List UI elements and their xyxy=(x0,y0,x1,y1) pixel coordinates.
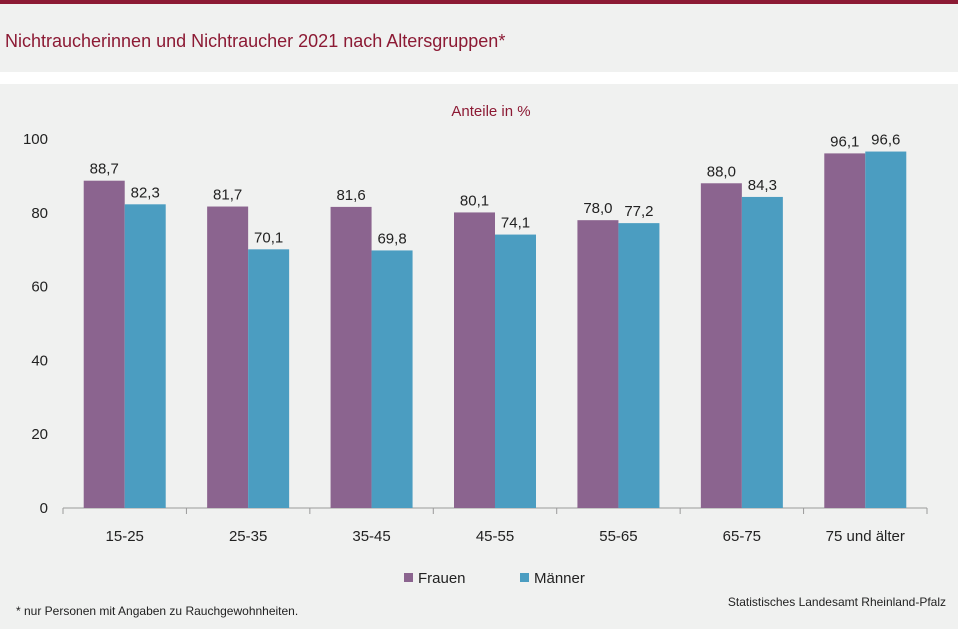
bar-frauen xyxy=(207,206,249,509)
top-accent-bar xyxy=(0,0,958,4)
data-label: 74,1 xyxy=(501,215,530,232)
bar-maenner xyxy=(495,234,536,509)
data-label: 70,1 xyxy=(254,229,283,246)
data-label: 96,6 xyxy=(871,132,900,149)
data-label: 81,6 xyxy=(336,187,365,204)
bar-maenner xyxy=(124,204,166,509)
y-tick-label: 0 xyxy=(40,500,48,517)
legend-swatch-frauen xyxy=(404,573,413,582)
bar-maenner xyxy=(618,223,660,508)
bar-frauen xyxy=(454,212,495,508)
data-label: 81,7 xyxy=(213,187,242,204)
x-tick-label: 55-65 xyxy=(599,528,637,545)
x-tick-label: 25-35 xyxy=(229,528,267,545)
header-separator xyxy=(0,72,958,84)
data-label: 78,0 xyxy=(583,200,612,217)
footnote: * nur Personen mit Angaben zu Rauchgewoh… xyxy=(16,604,298,618)
data-label: 69,8 xyxy=(377,230,406,247)
y-axis: 0 20 40 60 80 100 xyxy=(23,131,48,517)
bar-frauen xyxy=(83,180,125,508)
bar-maenner xyxy=(741,196,783,509)
bar-frauen xyxy=(330,206,372,508)
data-label: 77,2 xyxy=(624,203,653,220)
y-tick-label: 40 xyxy=(31,352,48,369)
title-area: Nichtraucherinnen und Nichtraucher 2021 … xyxy=(0,4,958,72)
bar-maenner xyxy=(865,151,907,508)
source-credit: Statistisches Landesamt Rheinland-Pfalz xyxy=(728,595,946,609)
page-title: Nichtraucherinnen und Nichtraucher 2021 … xyxy=(5,31,506,51)
data-label: 84,3 xyxy=(748,177,777,194)
legend-swatch-maenner xyxy=(520,573,529,582)
legend-label: Männer xyxy=(534,570,585,587)
bar-maenner xyxy=(371,250,413,509)
y-tick-label: 60 xyxy=(31,279,48,296)
x-tick-label: 75 und älter xyxy=(826,528,905,545)
x-axis: 15-25 25-35 35-45 45-55 55-65 65-75 75 und ält… xyxy=(62,507,928,545)
bar-maenner xyxy=(248,249,290,508)
y-tick-label: 80 xyxy=(31,205,48,222)
bar-frauen xyxy=(577,220,619,508)
bars: 88,7 82,3 81,7 70,1 81,6 69,8 80,1 74,1 78,0 77,2… xyxy=(83,132,907,509)
x-tick-label: 35-45 xyxy=(352,528,390,545)
x-tick-label: 45-55 xyxy=(476,528,514,545)
data-label: 88,7 xyxy=(90,161,119,178)
x-tick-label: 15-25 xyxy=(106,528,144,545)
legend-label: Frauen xyxy=(418,570,466,587)
x-tick-label: 65-75 xyxy=(723,528,761,545)
data-label: 80,1 xyxy=(460,192,489,209)
legend: Frauen Männer xyxy=(404,570,585,587)
bar-frauen xyxy=(700,183,742,508)
data-label: 96,1 xyxy=(830,133,859,150)
data-label: 88,0 xyxy=(707,163,736,180)
data-label: 82,3 xyxy=(131,184,160,201)
y-tick-label: 100 xyxy=(23,131,48,148)
y-tick-label: 20 xyxy=(31,426,48,443)
bar-frauen xyxy=(824,153,866,509)
chart-subtitle: Anteile in % xyxy=(451,103,530,120)
